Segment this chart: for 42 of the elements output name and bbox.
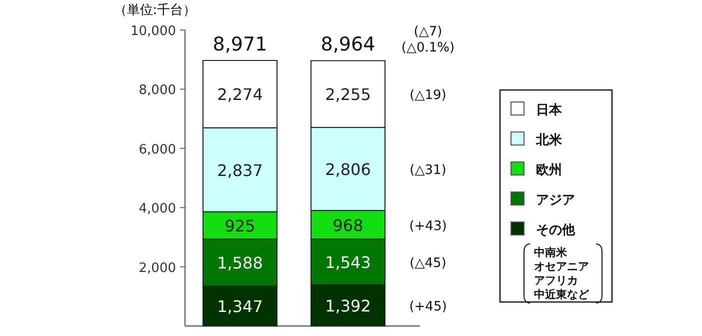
y-axis-title: （単位:千台） xyxy=(114,3,196,18)
y-tick-label: 2,000 xyxy=(138,260,176,276)
bar xyxy=(310,60,386,128)
bar xyxy=(310,126,386,211)
y-tick-label: 8,000 xyxy=(138,83,176,98)
total-label: 8,964 xyxy=(320,34,376,56)
annotation: (△7) xyxy=(414,24,442,40)
legend-label: 欧州 xyxy=(536,163,562,178)
bar xyxy=(310,238,386,286)
annotation: (+45) xyxy=(409,299,447,314)
legend-label: 北米 xyxy=(535,133,563,148)
data-label: 1,588 xyxy=(217,254,263,273)
bar xyxy=(202,60,278,128)
bar xyxy=(202,238,278,287)
annotation: (△31) xyxy=(410,162,446,178)
data-label: 2,274 xyxy=(217,85,263,104)
text: 中近東など xyxy=(534,288,590,301)
data-label: 1,543 xyxy=(325,252,371,272)
text: 日本 xyxy=(536,103,563,118)
legend-label: アジア xyxy=(536,193,575,208)
data-label: 968 xyxy=(332,216,364,235)
bar xyxy=(310,284,386,326)
legend-label: その他 xyxy=(536,223,576,238)
text: 中南米 xyxy=(534,246,568,259)
data-label: 1,347 xyxy=(217,297,263,316)
data-label: 2,806 xyxy=(325,160,371,179)
annotation: (△0.1%) xyxy=(401,40,455,56)
y-tick-label: 6,000 xyxy=(138,142,176,158)
data-label: 2,837 xyxy=(217,160,263,180)
y-tick-label: 10,000 xyxy=(130,24,176,39)
total-label: 8,971 xyxy=(212,33,268,56)
y-tick-label: 4,000 xyxy=(138,202,176,217)
data-label: 1,392 xyxy=(325,296,371,316)
text: アフリカ xyxy=(534,274,578,287)
annotation: (△19) xyxy=(410,88,446,104)
annotation: (+43) xyxy=(409,218,447,234)
data-label: 2,255 xyxy=(325,85,371,104)
text: オセアニア xyxy=(534,260,589,273)
data-label: 925 xyxy=(224,216,256,236)
annotation: (△45) xyxy=(410,256,446,271)
bar xyxy=(202,286,278,326)
bar xyxy=(202,127,278,212)
